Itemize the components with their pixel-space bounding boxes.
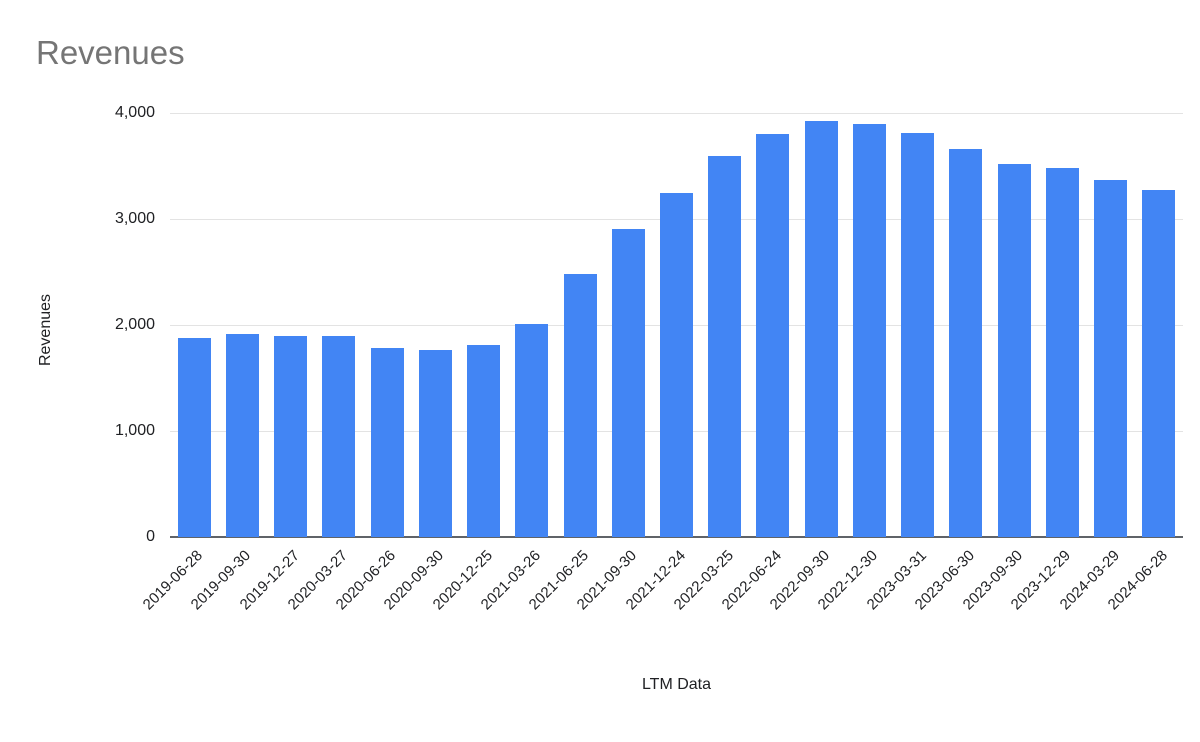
- y-tick-label: 2,000: [114, 316, 155, 333]
- bar: [467, 344, 501, 537]
- bar: [1094, 179, 1128, 537]
- x-tick-label: 2020-06-26: [332, 547, 400, 614]
- x-tick-label: 2024-06-28: [1104, 547, 1171, 614]
- x-tick-label: 2023-06-30: [911, 547, 978, 614]
- x-tick-label: 2020-03-27: [284, 547, 351, 614]
- y-tick-label: 4,000: [114, 104, 155, 121]
- bar: [274, 336, 308, 537]
- bar: [177, 337, 211, 537]
- x-tick-label: 2021-06-25: [525, 547, 593, 614]
- gridline: [170, 113, 1183, 114]
- bar: [225, 334, 259, 537]
- x-tick-label: 2022-06-24: [718, 547, 785, 614]
- bar: [563, 274, 597, 537]
- bar: [322, 336, 356, 537]
- bar: [611, 228, 645, 537]
- x-tick-label: 2019-09-30: [188, 547, 255, 614]
- x-tick-label: 2024-03-29: [1056, 547, 1123, 614]
- x-tick-label: 2023-12-29: [1008, 547, 1075, 614]
- bar: [1045, 168, 1079, 537]
- x-tick-label: 2020-09-30: [381, 547, 448, 614]
- bar: [804, 121, 838, 537]
- x-axis-title: LTM Data: [641, 676, 712, 693]
- bar: [949, 149, 983, 537]
- x-tick-label: 2021-12-24: [622, 547, 689, 614]
- x-tick-label: 2019-12-27: [236, 547, 303, 614]
- bar: [997, 163, 1031, 537]
- bar: [515, 323, 549, 537]
- chart-title: Revenues: [36, 34, 185, 71]
- y-tick-label: 1,000: [114, 422, 155, 439]
- bar: [1142, 190, 1176, 537]
- x-tick-label: 2020-12-25: [429, 547, 496, 614]
- bar: [660, 192, 693, 537]
- x-axis-baseline: [170, 536, 1183, 538]
- bar: [756, 134, 790, 537]
- x-tick-label: 2022-12-30: [815, 547, 882, 614]
- x-tick-label: 2023-03-31: [863, 547, 930, 614]
- bar: [418, 349, 452, 537]
- y-tick-label: 0: [146, 528, 155, 545]
- bar: [852, 123, 886, 537]
- bar: [901, 133, 935, 537]
- bar: [708, 156, 742, 537]
- x-tick-label: 2021-03-26: [477, 547, 544, 614]
- x-tick-label: 2022-03-25: [670, 547, 737, 614]
- y-tick-label: 3,000: [114, 210, 155, 227]
- x-tick-label: 2021-09-30: [573, 547, 641, 614]
- bar: [370, 348, 404, 537]
